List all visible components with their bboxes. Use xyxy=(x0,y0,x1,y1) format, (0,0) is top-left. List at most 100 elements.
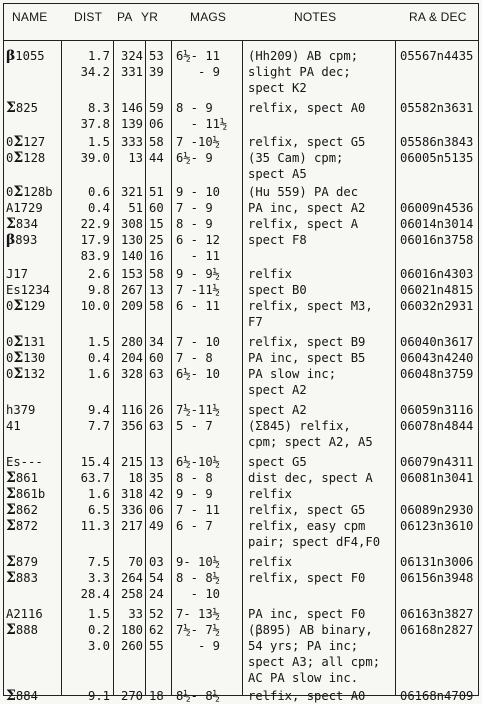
cell-pa: 328 xyxy=(120,367,143,381)
cell-name: Σ872 xyxy=(6,518,38,534)
cell-notes: PA inc, spect A2 xyxy=(248,201,366,215)
table-row: A1729 0.4 51 60 7 - 9 PA inc, spect A2 06009n4… xyxy=(4,200,478,216)
cell-name: Σ861 xyxy=(6,470,38,486)
cell-pa: 324 xyxy=(120,49,143,63)
cell-yr: 53 xyxy=(149,49,164,63)
column-divider xyxy=(145,40,146,695)
cell-mags: - 9 xyxy=(176,65,221,79)
table-row: h379 9.4 116 26 7½-11½ spect A2 06059n3116 xyxy=(4,402,478,418)
cell-yr: 58 xyxy=(149,267,164,281)
cell-pa: 33 xyxy=(128,607,143,621)
cell-notes: relfix xyxy=(248,267,293,281)
cell-name: Σ862 xyxy=(6,502,38,518)
cell-radec: 06009n4536 xyxy=(400,201,474,215)
cell-dist: 8.3 xyxy=(87,101,110,115)
cell-dist: 1.6 xyxy=(87,487,110,501)
cell-yr: 63 xyxy=(149,367,164,381)
cell-yr: 13 xyxy=(149,455,164,469)
cell-mags: 7 - 8 xyxy=(176,351,213,365)
table-row: 37.8 139 06 - 11½ xyxy=(4,116,478,132)
cell-yr: 35 xyxy=(149,471,164,485)
header-notes: NOTES xyxy=(294,10,337,24)
cell-yr: 15 xyxy=(149,217,164,231)
column-divider xyxy=(61,40,62,695)
cell-notes: 54 yrs; PA inc; xyxy=(248,639,359,653)
cell-mags: 7½- 7½ xyxy=(176,623,221,637)
cell-yr: 25 xyxy=(149,233,164,247)
table-row: spect A2 xyxy=(4,382,478,398)
cell-pa: 116 xyxy=(120,403,143,417)
column-divider xyxy=(113,40,114,695)
cell-mags: 9 - 9 xyxy=(176,487,213,501)
cell-name: β1055 xyxy=(6,48,45,64)
table-row: Σ861 63.7 18 35 8 - 8 dist dec, spect A 06081n… xyxy=(4,470,478,486)
cell-dist: 9.1 xyxy=(87,689,110,703)
cell-notes: relfix, spect M3, xyxy=(248,299,373,313)
cell-pa: 70 xyxy=(128,555,143,569)
cell-name: Σ888 xyxy=(6,622,38,638)
table-row: spect K2 xyxy=(4,80,478,96)
cell-dist: 28.4 xyxy=(80,587,110,601)
table-row: 0Σ127 1.5 333 58 7 -10½ relfix, spect G5 05586… xyxy=(4,134,478,150)
cell-notes: relfix, spect A0 xyxy=(248,101,366,115)
cell-yr: 54 xyxy=(149,571,164,585)
cell-mags: - 11½ xyxy=(176,117,228,131)
cell-radec: 06043n4240 xyxy=(400,351,474,365)
cell-notes: spect K2 xyxy=(248,81,307,95)
cell-radec: 06016n4303 xyxy=(400,267,474,281)
table-row: Σ872 11.3 217 49 6 - 7 relfix, easy cpm 06123n… xyxy=(4,518,478,534)
cell-radec: 06059n3116 xyxy=(400,403,474,417)
cell-radec: 06168n4709 xyxy=(400,689,474,703)
cell-name: 41 xyxy=(6,419,21,433)
cell-mags: 7- 13½ xyxy=(176,607,221,621)
cell-dist: 1.5 xyxy=(87,335,110,349)
catalog-table: NAME DIST PA YR MAGS NOTES RA & DEC β105… xyxy=(3,3,479,704)
cell-pa: 215 xyxy=(120,455,143,469)
cell-mags: 7½-11½ xyxy=(176,403,221,417)
cell-notes: spect A5 xyxy=(248,167,307,181)
table-row: F7 xyxy=(4,314,478,330)
cell-dist: 39.0 xyxy=(80,151,110,165)
cell-pa: 153 xyxy=(120,267,143,281)
column-divider xyxy=(171,40,172,695)
cell-notes: relfix, spect B9 xyxy=(248,335,366,349)
cell-pa: 318 xyxy=(120,487,143,501)
cell-yr: 58 xyxy=(149,299,164,313)
cell-dist: 0.6 xyxy=(87,185,110,199)
table-row: 41 7.7 356 63 5 - 7 (Σ845) relfix, 06078n4844 xyxy=(4,418,478,434)
cell-radec: 06131n3006 xyxy=(400,555,474,569)
cell-mags: 7 - 10 xyxy=(176,335,221,349)
cell-notes: relfix, spect G5 xyxy=(248,503,366,517)
cell-mags: 7 - 11 xyxy=(176,503,221,517)
table-row: Σ879 7.5 70 03 9- 10½ relfix 06131n3006 xyxy=(4,554,478,570)
cell-name: Σ884 xyxy=(6,688,38,704)
cell-mags: 8½- 8½ xyxy=(176,689,221,703)
cell-notes: PA inc, spect F0 xyxy=(248,607,366,621)
table-row: spect A5 xyxy=(4,166,478,182)
cell-pa: 139 xyxy=(120,117,143,131)
cell-dist: 10.0 xyxy=(80,299,110,313)
cell-pa: 258 xyxy=(120,587,143,601)
cell-radec: 06089n2930 xyxy=(400,503,474,517)
cell-notes: (35 Cam) cpm; xyxy=(248,151,344,165)
table-row: 0Σ128 39.0 13 44 6½- 9 (35 Cam) cpm; 06005n513… xyxy=(4,150,478,166)
cell-notes: spect F8 xyxy=(248,233,307,247)
table-row: Σ888 0.2 180 62 7½- 7½ (β895) AB binary, 06168… xyxy=(4,622,478,638)
cell-mags: 9- 10½ xyxy=(176,555,221,569)
cell-notes: PA inc, spect B5 xyxy=(248,351,366,365)
cell-yr: 26 xyxy=(149,403,164,417)
cell-pa: 333 xyxy=(120,135,143,149)
cell-name: Σ825 xyxy=(6,100,38,116)
cell-notes: F7 xyxy=(248,315,263,329)
cell-dist: 1.5 xyxy=(87,607,110,621)
cell-yr: 49 xyxy=(149,519,164,533)
cell-pa: 336 xyxy=(120,503,143,517)
cell-pa: 321 xyxy=(120,185,143,199)
cell-dist: 15.4 xyxy=(80,455,110,469)
cell-dist: 34.2 xyxy=(80,65,110,79)
table-row: Σ861b 1.6 318 42 9 - 9 relfix xyxy=(4,486,478,502)
cell-dist: 17.9 xyxy=(80,233,110,247)
cell-notes: relfix, spect A xyxy=(248,217,359,231)
cell-mags: - 11 xyxy=(176,249,221,263)
table-row: 34.2 331 39 - 9 slight PA dec; xyxy=(4,64,478,80)
